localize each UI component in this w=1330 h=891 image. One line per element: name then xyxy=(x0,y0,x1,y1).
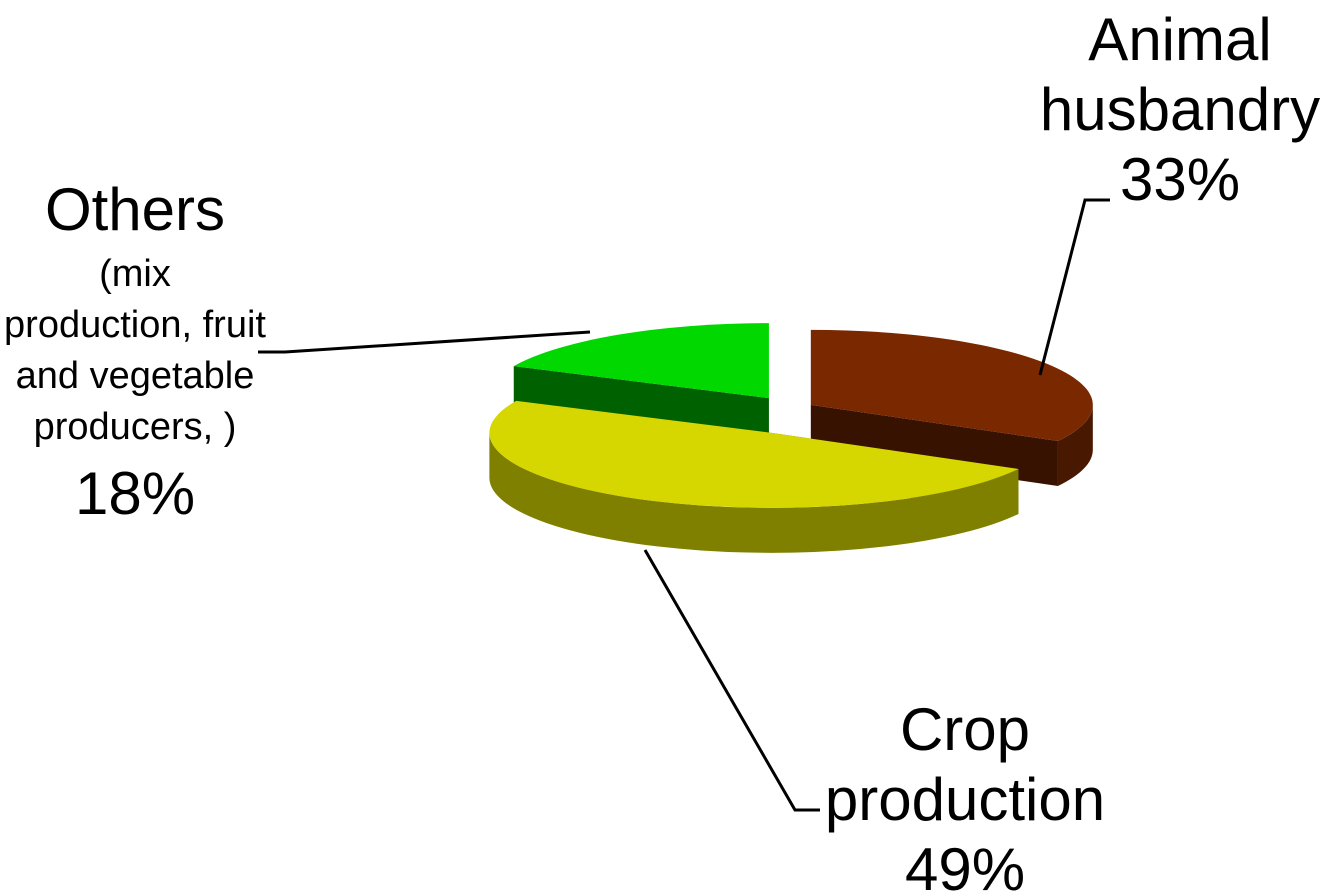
slice-label: Crop production 49% xyxy=(815,695,1115,891)
slice-label: Animal husbandry 33% xyxy=(1030,5,1330,215)
leader-line xyxy=(1038,198,1110,376)
pie-slice xyxy=(513,323,769,399)
leader-line xyxy=(258,330,591,354)
slice-side xyxy=(489,432,1019,553)
category-label: Crop production xyxy=(824,696,1106,833)
slice-label: Others (mix production, fruit and vegeta… xyxy=(0,175,270,529)
pie-slice xyxy=(489,400,1019,508)
category-label: Animal husbandry xyxy=(1039,6,1321,143)
slice-wall xyxy=(513,366,769,444)
slice-wall xyxy=(810,404,1058,486)
category-label: Others xyxy=(44,176,226,243)
slice-side xyxy=(1057,404,1093,486)
annotation: (mix production, fruit and vegetable pro… xyxy=(4,253,266,448)
pie-slice xyxy=(810,329,1093,441)
value-label: 49% xyxy=(904,836,1026,891)
leader-line xyxy=(643,549,820,812)
value-label: 18% xyxy=(74,460,196,527)
value-label: 33% xyxy=(1119,146,1241,213)
